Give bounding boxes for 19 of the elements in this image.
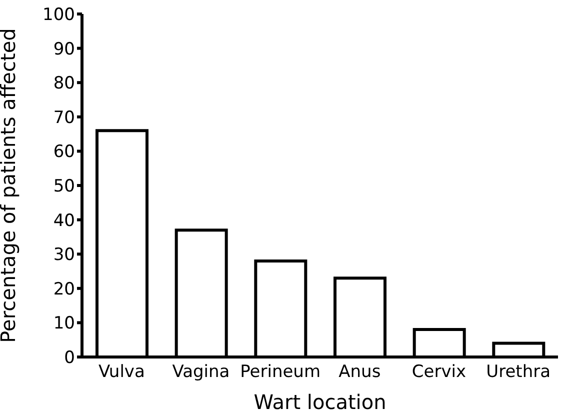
y-axis-title: Percentage of patients affected (0, 28, 20, 343)
x-tick-label: Perineum (240, 362, 321, 382)
x-tick-label: Cervix (412, 362, 466, 382)
y-tick-label: 80 (53, 74, 75, 94)
y-tick-label: 30 (53, 245, 75, 266)
y-tick-label: 50 (53, 176, 75, 197)
y-tick-label: 10 (53, 314, 75, 334)
x-tick-label: Vulva (98, 362, 145, 382)
x-tick-label: Anus (338, 362, 381, 382)
x-axis-title: Wart location (254, 390, 386, 414)
x-tick-label: Urethra (486, 362, 551, 382)
y-tick-label: 100 (42, 5, 75, 26)
y-tick-label: 70 (53, 108, 75, 128)
x-tick-label: Vagina (172, 362, 230, 382)
y-tick-label: 40 (53, 210, 75, 231)
y-tick-label: 0 (64, 348, 75, 368)
y-tick-label: 60 (53, 142, 75, 162)
y-tick-label: 90 (53, 39, 75, 60)
y-tick-label: 20 (53, 279, 75, 300)
